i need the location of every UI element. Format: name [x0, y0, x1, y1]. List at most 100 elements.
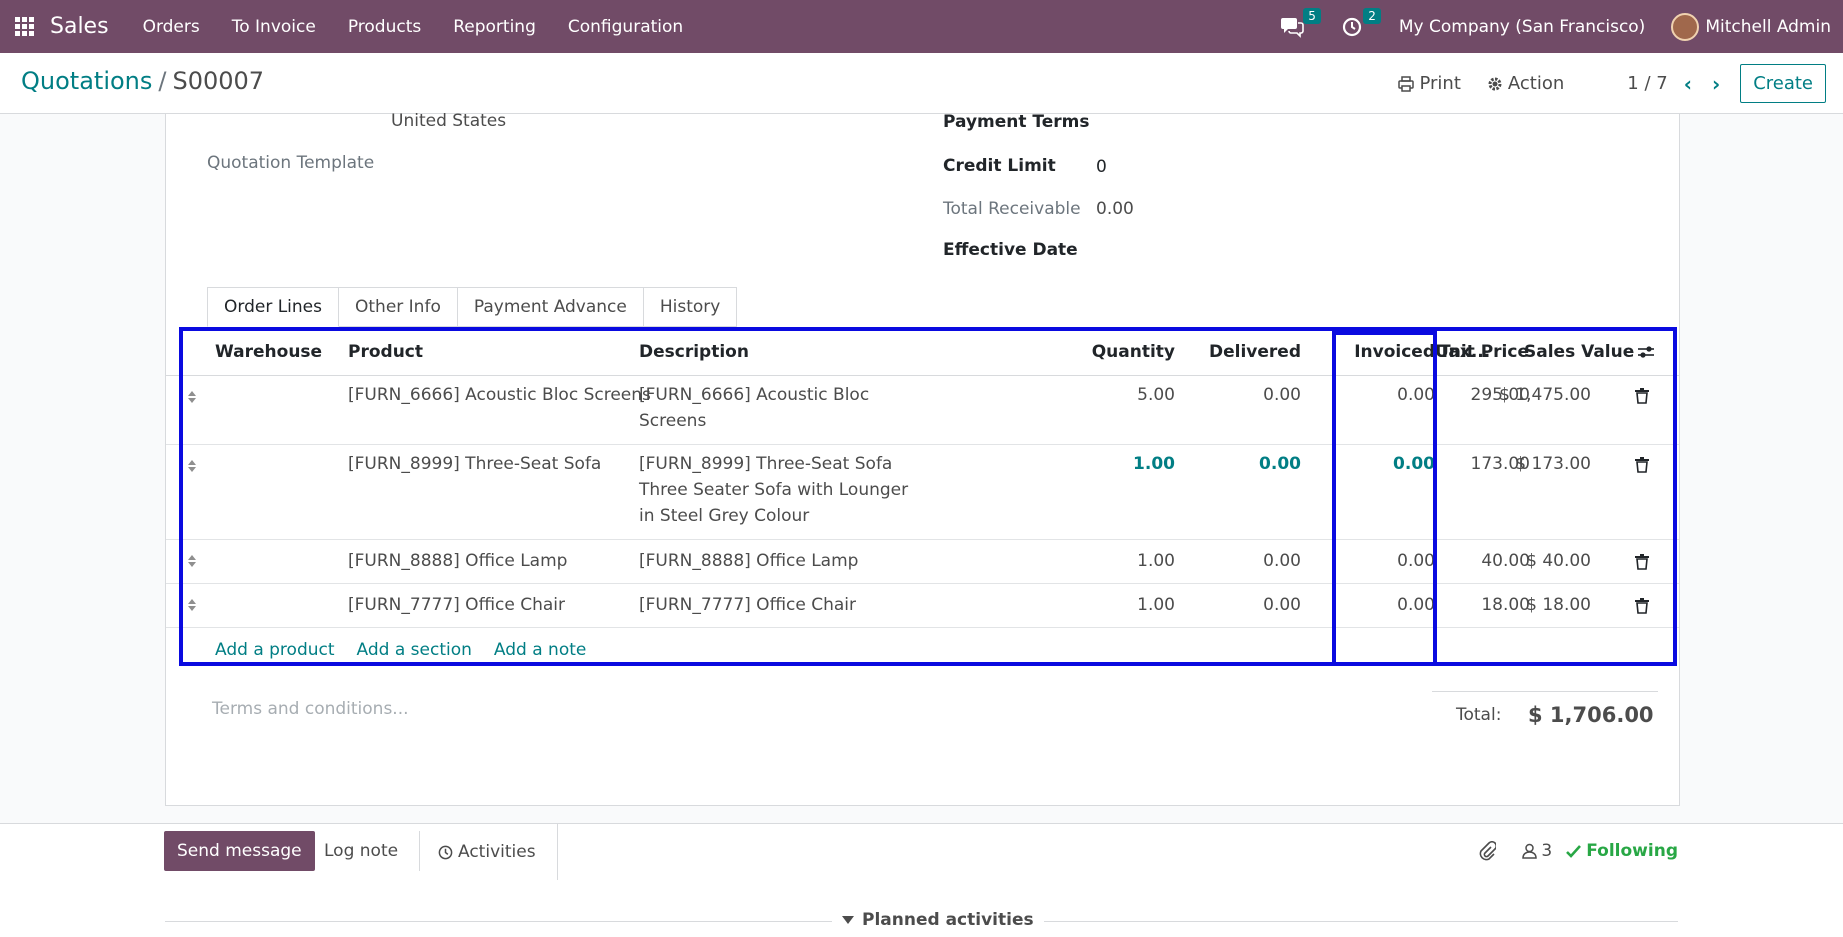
menu-configuration[interactable]: Configuration [567, 16, 684, 37]
header-invoiced[interactable]: Invoiced [1354, 342, 1435, 362]
pager-previous-icon[interactable]: ‹ [1683, 71, 1692, 96]
row-delivered[interactable]: 0.00 [1263, 551, 1301, 571]
menu-orders[interactable]: Orders [142, 16, 200, 37]
apps-menu-icon[interactable] [15, 16, 35, 37]
activities-label: Activities [458, 842, 536, 862]
tab-order-lines[interactable]: Order Lines [207, 287, 339, 327]
gear-icon [1488, 77, 1502, 90]
row-sales-value: $ 40.00 [1526, 551, 1591, 571]
planned-activities-toggle[interactable]: Planned activities [832, 910, 1044, 930]
header-product[interactable]: Product [348, 342, 423, 362]
table-row[interactable]: [FURN_6666] Acoustic Bloc Screens [FURN_… [166, 376, 1679, 445]
breadcrumb-current: S00007 [172, 67, 265, 95]
form-sheet [165, 114, 1680, 806]
tab-history[interactable]: History [643, 287, 738, 327]
followers-button[interactable]: 3 [1522, 841, 1552, 861]
notebook-tabs: Order Lines Other Info Payment Advance H… [207, 287, 738, 327]
row-quantity[interactable]: 1.00 [1133, 454, 1175, 474]
planned-activities-label: Planned activities [862, 910, 1034, 930]
total-receivable-label: Total Receivable [943, 199, 1081, 219]
row-unit-price[interactable]: 173.00 [1470, 454, 1530, 474]
trash-icon[interactable] [1635, 457, 1649, 473]
row-description[interactable]: [FURN_8999] Three-Seat Sofa Three Seater… [639, 454, 909, 526]
tab-other-info[interactable]: Other Info [339, 287, 458, 327]
trash-icon[interactable] [1635, 388, 1649, 404]
avatar[interactable] [1671, 12, 1700, 41]
log-note-button[interactable]: Log note [303, 831, 421, 871]
breadcrumb-separator: / [158, 67, 167, 95]
add-section-link[interactable]: Add a section [356, 640, 472, 660]
create-button[interactable]: Create [1740, 64, 1826, 103]
print-label: Print [1419, 73, 1461, 94]
row-sales-value: $ 1,475.00 [1499, 385, 1591, 405]
table-row[interactable]: [FURN_8888] Office Lamp [FURN_8888] Offi… [166, 540, 1679, 584]
row-delivered[interactable]: 0.00 [1259, 454, 1301, 474]
row-description[interactable]: [FURN_6666] Acoustic Bloc Screens [639, 385, 870, 431]
tab-payment-advance[interactable]: Payment Advance [457, 287, 644, 327]
partner-country: United States [391, 111, 507, 131]
effective-date-label: Effective Date [943, 240, 1078, 260]
messages-button[interactable]: 5 [1279, 7, 1321, 40]
row-unit-price[interactable]: 40.00 [1481, 551, 1530, 571]
user-icon [1522, 843, 1538, 859]
order-lines-table: Warehouse Product Description Quantity D… [166, 327, 1679, 667]
action-button[interactable]: Action [1487, 73, 1564, 94]
row-product[interactable]: [FURN_8888] Office Lamp [348, 551, 568, 571]
app-name[interactable]: Sales [50, 14, 109, 39]
credit-limit-value[interactable]: 0 [1096, 157, 1107, 177]
row-description[interactable]: [FURN_8888] Office Lamp [639, 551, 859, 571]
terms-and-conditions-input[interactable]: Terms and conditions... [212, 699, 409, 719]
breadcrumb-quotations[interactable]: Quotations [21, 67, 153, 95]
header-sales-value[interactable]: Sales Value [1524, 342, 1635, 362]
activities-button[interactable]: 2 [1339, 7, 1381, 40]
row-quantity[interactable]: 1.00 [1137, 595, 1175, 615]
header-description[interactable]: Description [639, 342, 749, 362]
optional-columns-icon[interactable] [1637, 344, 1655, 360]
row-invoiced: 0.00 [1397, 551, 1435, 571]
following-label: Following [1586, 841, 1678, 861]
row-delivered[interactable]: 0.00 [1263, 385, 1301, 405]
row-quantity[interactable]: 1.00 [1137, 551, 1175, 571]
row-unit-price[interactable]: 295.00 [1470, 385, 1530, 405]
trash-icon[interactable] [1635, 554, 1649, 570]
row-product[interactable]: [FURN_8999] Three-Seat Sofa [348, 454, 602, 474]
main-navbar: Sales Orders To Invoice Products Reporti… [0, 0, 1843, 53]
header-quantity[interactable]: Quantity [1091, 342, 1175, 362]
messages-badge: 5 [1303, 7, 1321, 24]
chat-icon [1280, 17, 1304, 38]
table-row[interactable]: [FURN_8999] Three-Seat Sofa [FURN_8999] … [166, 445, 1679, 540]
row-product[interactable]: [FURN_7777] Office Chair [348, 595, 565, 615]
total-amount: $ 1,706.00 [1528, 703, 1654, 727]
row-delivered[interactable]: 0.00 [1263, 595, 1301, 615]
add-product-link[interactable]: Add a product [215, 640, 335, 660]
action-label: Action [1507, 73, 1565, 94]
header-taxes[interactable]: Tax... [1439, 342, 1491, 362]
clock-icon [1342, 17, 1361, 36]
pager-value[interactable]: 1 / 7 [1627, 73, 1668, 94]
paperclip-icon[interactable] [1478, 841, 1497, 861]
company-switcher[interactable]: My Company (San Francisco) [1398, 16, 1646, 37]
print-button[interactable]: Print [1398, 73, 1461, 94]
menu-reporting[interactable]: Reporting [453, 16, 536, 37]
menu-products[interactable]: Products [347, 16, 422, 37]
row-invoiced: 0.00 [1397, 385, 1435, 405]
trash-icon[interactable] [1635, 598, 1649, 614]
table-row[interactable]: [FURN_7777] Office Chair [FURN_7777] Off… [166, 584, 1679, 628]
credit-limit-label: Credit Limit [943, 156, 1056, 176]
menu-to-invoice[interactable]: To Invoice [231, 16, 316, 37]
following-button[interactable]: Following [1566, 841, 1678, 861]
add-note-link[interactable]: Add a note [493, 640, 587, 660]
row-product[interactable]: [FURN_6666] Acoustic Bloc Screens [348, 385, 651, 405]
row-quantity[interactable]: 5.00 [1137, 385, 1175, 405]
quotation-template-label: Quotation Template [207, 153, 375, 173]
user-menu[interactable]: Mitchell Admin [1705, 16, 1831, 37]
activities-button[interactable]: Activities [417, 824, 558, 880]
header-delivered[interactable]: Delivered [1209, 342, 1301, 362]
caret-down-icon [842, 916, 854, 924]
row-description[interactable]: [FURN_7777] Office Chair [639, 595, 856, 615]
row-unit-price[interactable]: 18.00 [1481, 595, 1530, 615]
send-message-button[interactable]: Send message [164, 831, 315, 871]
pager-next-icon[interactable]: › [1711, 71, 1721, 96]
header-warehouse[interactable]: Warehouse [215, 342, 323, 362]
header-unit-price[interactable]: Unit Price [1434, 342, 1529, 362]
